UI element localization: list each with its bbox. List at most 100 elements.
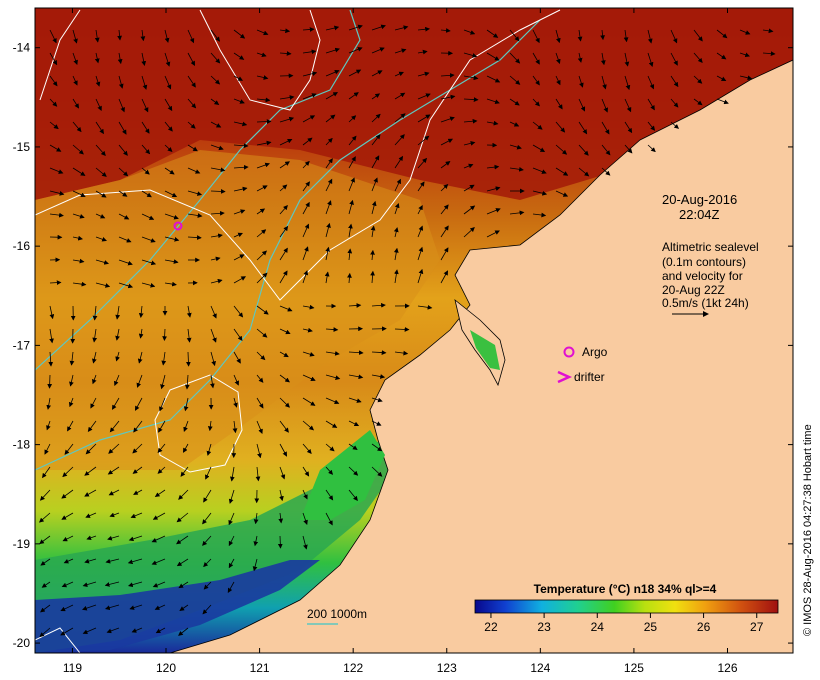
velocity-arrow <box>302 304 315 310</box>
velocity-arrow <box>84 489 97 497</box>
velocity-arrow <box>486 120 499 126</box>
velocity-arrow <box>693 98 703 106</box>
velocity-arrow <box>693 29 703 42</box>
velocity-arrow <box>203 558 212 568</box>
annotation-date: 20-Aug-2016 <box>662 192 737 207</box>
velocity-arrow <box>72 167 86 176</box>
velocity-arrow <box>463 97 479 102</box>
velocity-arrow <box>302 27 315 32</box>
drifter-marker <box>557 370 573 384</box>
velocity-arrow <box>178 489 189 500</box>
velocity-arrow <box>302 397 316 406</box>
velocity-arrow <box>393 247 399 261</box>
velocity-arrow <box>87 420 97 433</box>
velocity-arrow <box>716 98 729 105</box>
velocity-arrow <box>49 167 64 174</box>
velocity-arrow <box>302 93 317 100</box>
velocity-arrow <box>647 144 656 153</box>
velocity-arrow <box>394 25 409 31</box>
velocity-arrow <box>92 374 97 385</box>
velocity-arrow <box>463 184 475 192</box>
sealevel-eddy-contour <box>154 374 243 473</box>
velocity-arrow <box>578 121 588 135</box>
x-tick-label: 123 <box>437 661 457 675</box>
velocity-arrow <box>509 75 521 85</box>
colorbar-tick-label: 27 <box>750 620 764 634</box>
velocity-arrow <box>302 466 310 477</box>
velocity-arrow <box>348 199 354 215</box>
velocity-arrow <box>324 271 330 284</box>
velocity-arrow <box>371 134 381 146</box>
velocity-arrow <box>187 52 195 67</box>
velocity-arrow <box>115 328 120 341</box>
velocity-arrow <box>232 420 238 434</box>
velocity-arrow <box>325 178 333 192</box>
velocity-arrow <box>164 75 172 90</box>
velocity-arrow <box>394 48 407 54</box>
velocity-arrow <box>63 558 74 564</box>
velocity-arrow <box>256 208 266 215</box>
velocity-arrow <box>109 512 120 518</box>
velocity-arrow <box>302 246 309 261</box>
y-tick-label: -15 <box>13 140 31 154</box>
velocity-arrow <box>348 466 359 476</box>
velocity-arrow <box>348 177 355 192</box>
velocity-arrow <box>233 305 244 318</box>
argo-float-position <box>173 221 183 231</box>
velocity-arrow <box>370 270 375 284</box>
velocity-arrow <box>394 327 410 332</box>
velocity-arrow <box>115 305 121 320</box>
velocity-arrow <box>111 397 120 410</box>
velocity-arrow <box>118 98 125 113</box>
velocity-arrow <box>72 144 84 155</box>
velocity-arrow <box>532 167 547 174</box>
velocity-arrow <box>136 374 143 388</box>
velocity-arrow <box>140 29 146 42</box>
velocity-arrow <box>256 420 263 434</box>
velocity-arrow <box>532 75 540 86</box>
velocity-arrow <box>72 121 82 133</box>
velocity-arrow <box>141 121 150 134</box>
velocity-arrow <box>348 303 362 308</box>
velocity-arrow <box>394 178 401 192</box>
velocity-arrow <box>95 98 102 112</box>
velocity-arrow <box>92 305 98 321</box>
velocity-arrow <box>348 47 363 54</box>
velocity-arrow <box>555 121 566 133</box>
velocity-arrow <box>555 75 561 86</box>
velocity-arrow <box>137 351 143 364</box>
velocity-arrow <box>210 256 221 262</box>
velocity-arrow <box>348 223 353 238</box>
velocity-arrow <box>179 604 189 611</box>
velocity-arrow <box>670 121 680 129</box>
velocity-arrow <box>84 558 97 564</box>
annotation-desc-4: 20-Aug 22Z <box>662 283 725 297</box>
velocity-arrow <box>49 98 58 107</box>
velocity-arrow <box>762 51 776 56</box>
velocity-arrow <box>371 350 387 355</box>
velocity-arrow <box>302 223 310 238</box>
velocity-arrow <box>72 29 78 44</box>
annotation-time: 22:04Z <box>679 207 720 222</box>
velocity-arrow <box>106 627 120 634</box>
velocity-arrow <box>325 443 335 452</box>
velocity-arrow <box>210 189 226 194</box>
velocity-arrow <box>394 92 406 100</box>
velocity-arrow <box>72 75 78 86</box>
velocity-arrow <box>302 49 317 55</box>
velocity-arrow <box>72 213 85 219</box>
velocity-arrow <box>118 75 124 89</box>
velocity-arrow <box>233 143 249 149</box>
velocity-arrow <box>210 374 215 389</box>
velocity-arrow <box>187 235 202 240</box>
velocity-arrow <box>279 204 288 215</box>
velocity-arrow <box>348 156 356 169</box>
velocity-arrow <box>82 604 97 611</box>
velocity-arrow <box>325 489 334 501</box>
velocity-arrow <box>417 71 430 77</box>
colorbar-tick-label: 24 <box>591 620 605 634</box>
velocity-arrow <box>203 489 212 503</box>
velocity-arrow <box>108 489 120 496</box>
velocity-arrow <box>202 512 212 525</box>
